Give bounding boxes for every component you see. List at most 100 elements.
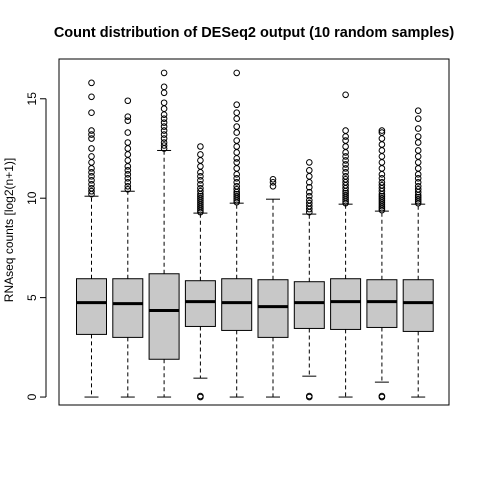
outlier-point bbox=[233, 178, 240, 186]
outlier-point bbox=[160, 69, 168, 77]
outlier-point bbox=[269, 182, 277, 190]
y-axis-label: RNAseq counts [log2(n+1)] bbox=[2, 158, 16, 302]
outlier-point bbox=[378, 392, 386, 400]
outlier-point bbox=[88, 169, 95, 176]
box-iqr bbox=[402, 279, 434, 332]
outlier-point bbox=[414, 153, 422, 160]
outlier-point bbox=[414, 165, 422, 172]
outlier-point bbox=[342, 157, 349, 164]
outlier-point bbox=[124, 97, 132, 105]
outlier-point bbox=[306, 167, 313, 174]
outlier-point bbox=[342, 191, 349, 199]
outlier-point bbox=[197, 187, 204, 195]
outlier-point bbox=[160, 83, 168, 91]
outlier-point bbox=[160, 99, 168, 107]
outlier-point bbox=[233, 137, 240, 144]
outlier-point bbox=[233, 115, 240, 122]
outlier-point bbox=[233, 159, 240, 166]
outlier-point bbox=[88, 153, 95, 160]
outlier-point bbox=[414, 178, 422, 186]
outlier-point bbox=[378, 135, 386, 142]
outlier-point bbox=[414, 133, 422, 140]
outlier-point bbox=[233, 129, 240, 136]
outlier-point bbox=[378, 159, 386, 166]
outlier-point bbox=[124, 139, 132, 146]
outlier-point bbox=[378, 141, 386, 148]
outlier-point bbox=[160, 89, 168, 97]
outlier-point bbox=[233, 175, 240, 182]
outlier-point bbox=[378, 153, 386, 160]
outlier-point bbox=[306, 392, 313, 400]
outlier-point bbox=[197, 143, 204, 150]
y-tick-label: 5 bbox=[25, 294, 39, 301]
outlier-point bbox=[160, 123, 168, 130]
outlier-point bbox=[378, 178, 386, 186]
box-iqr bbox=[293, 281, 325, 329]
plot-frame bbox=[58, 58, 450, 406]
outlier-point bbox=[197, 180, 204, 188]
outlier-point bbox=[414, 185, 422, 193]
outlier-point bbox=[124, 151, 132, 158]
outlier-point bbox=[306, 173, 313, 180]
outlier-point bbox=[414, 175, 422, 182]
outlier-point bbox=[124, 175, 132, 182]
outlier-point bbox=[233, 171, 240, 178]
outlier-point bbox=[342, 91, 349, 99]
box-iqr bbox=[366, 279, 398, 328]
box-iqr bbox=[76, 278, 107, 335]
outlier-point bbox=[160, 105, 168, 113]
outlier-point bbox=[160, 142, 168, 149]
outlier-point bbox=[160, 131, 168, 138]
outlier-point bbox=[414, 139, 422, 146]
box-sample-10 bbox=[402, 107, 434, 398]
box-sample-9 bbox=[366, 127, 398, 401]
outlier-point bbox=[197, 151, 204, 158]
outlier-point bbox=[414, 107, 422, 115]
outlier-point bbox=[378, 181, 386, 189]
outlier-point bbox=[414, 115, 422, 122]
outlier-point bbox=[124, 178, 132, 186]
outlier-point bbox=[378, 147, 386, 154]
outlier-point bbox=[342, 149, 349, 156]
outlier-point bbox=[233, 123, 240, 130]
box-sample-8 bbox=[330, 91, 362, 398]
outlier-point bbox=[378, 127, 386, 134]
outlier-point bbox=[124, 157, 132, 164]
outlier-point bbox=[378, 194, 386, 202]
outlier-point bbox=[197, 194, 204, 202]
outlier-point bbox=[378, 192, 386, 200]
box-sample-4 bbox=[184, 143, 216, 401]
outlier-point bbox=[233, 109, 240, 116]
chart-title: Count distribution of DESeq2 output (10 … bbox=[54, 25, 455, 41]
outlier-point bbox=[269, 176, 277, 183]
outlier-point bbox=[88, 109, 95, 116]
outlier-point bbox=[124, 145, 132, 152]
outlier-point bbox=[160, 119, 168, 126]
box-sample-7 bbox=[293, 159, 325, 401]
outlier-point bbox=[342, 189, 349, 197]
outlier-point bbox=[342, 161, 349, 168]
outlier-point bbox=[306, 188, 313, 196]
outlier-point bbox=[88, 127, 95, 134]
box-iqr bbox=[112, 278, 144, 338]
outlier-point bbox=[233, 190, 240, 198]
outlier-point bbox=[197, 169, 204, 176]
outlier-point bbox=[88, 131, 95, 138]
outlier-point bbox=[88, 180, 95, 188]
outlier-point bbox=[124, 163, 132, 170]
outlier-point bbox=[124, 185, 132, 193]
outlier-point bbox=[233, 143, 240, 150]
outlier-point bbox=[88, 159, 95, 166]
box-iqr bbox=[148, 273, 180, 360]
y-tick-label: 10 bbox=[25, 191, 39, 205]
outlier-point bbox=[414, 125, 422, 132]
outlier-point bbox=[306, 159, 313, 166]
outlier-point bbox=[88, 93, 95, 101]
boxes bbox=[76, 69, 434, 401]
outlier-point bbox=[233, 185, 240, 193]
outlier-point bbox=[378, 175, 386, 182]
outlier-point bbox=[342, 153, 349, 160]
outlier-point bbox=[414, 147, 422, 154]
